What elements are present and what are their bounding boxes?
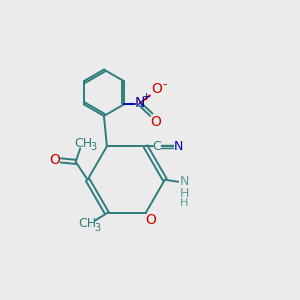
Text: 3: 3 (94, 223, 100, 233)
Text: +: + (141, 92, 151, 102)
Text: N: N (134, 97, 145, 110)
Text: CH: CH (75, 137, 93, 150)
Text: C: C (152, 140, 161, 153)
Text: CH: CH (78, 217, 96, 230)
Text: N: N (179, 175, 189, 188)
Text: 3: 3 (91, 142, 97, 152)
Text: O: O (150, 115, 161, 129)
Text: H: H (179, 187, 189, 200)
Text: O: O (49, 153, 60, 167)
Text: N: N (174, 140, 184, 153)
Text: O: O (146, 213, 156, 227)
Text: -: - (162, 78, 166, 91)
Text: O: O (151, 82, 162, 97)
Text: H: H (180, 198, 188, 208)
